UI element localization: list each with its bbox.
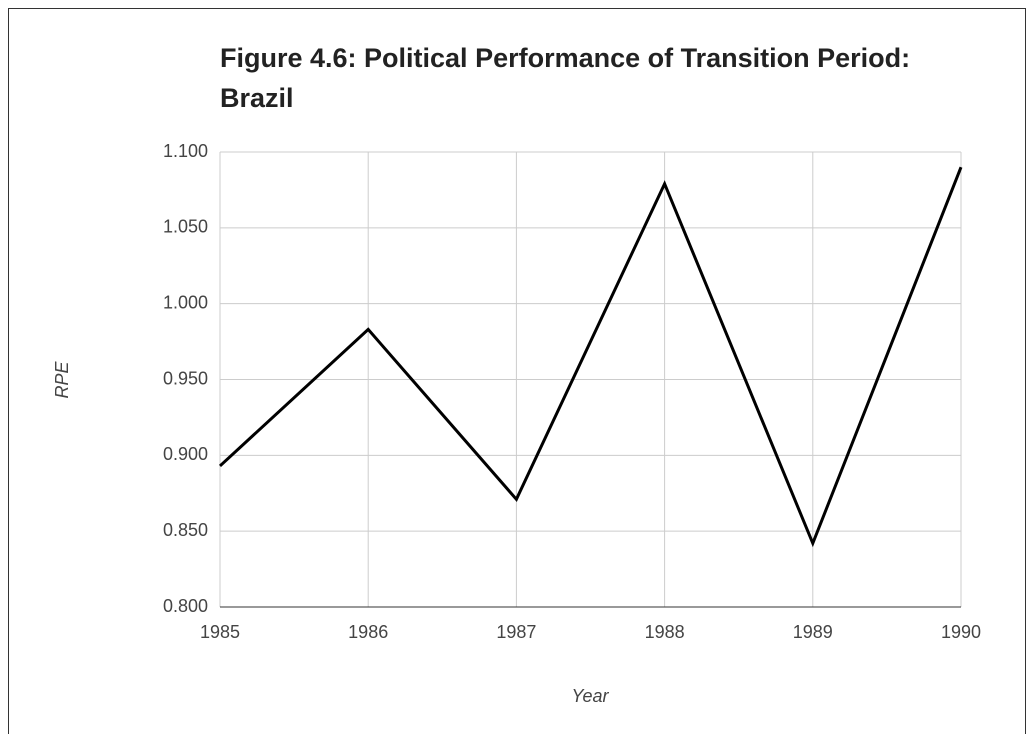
y-tick-label: 0.850: [163, 520, 208, 540]
y-tick-label: 0.800: [163, 596, 208, 616]
chart-title: Figure 4.6: Political Performance of Tra…: [220, 43, 911, 113]
x-tick-label: 1986: [348, 622, 388, 642]
data-line: [218, 166, 963, 548]
y-tick-label: 0.900: [163, 444, 208, 464]
x-tick-label: 1987: [496, 622, 536, 642]
y-tick-label: 1.100: [163, 141, 208, 161]
x-tick-label: 1985: [200, 622, 240, 642]
x-tick-label: 1990: [941, 622, 981, 642]
x-tick-label: 1988: [645, 622, 685, 642]
y-axis-title: RPE: [52, 361, 72, 399]
y-tick-label: 0.950: [163, 368, 208, 388]
y-tick-label: 1.000: [163, 292, 208, 312]
x-tick-label: 1989: [793, 622, 833, 642]
chart-frame: [8, 8, 1026, 734]
y-tick-label: 1.050: [163, 217, 208, 237]
x-axis-title: Year: [571, 686, 609, 706]
